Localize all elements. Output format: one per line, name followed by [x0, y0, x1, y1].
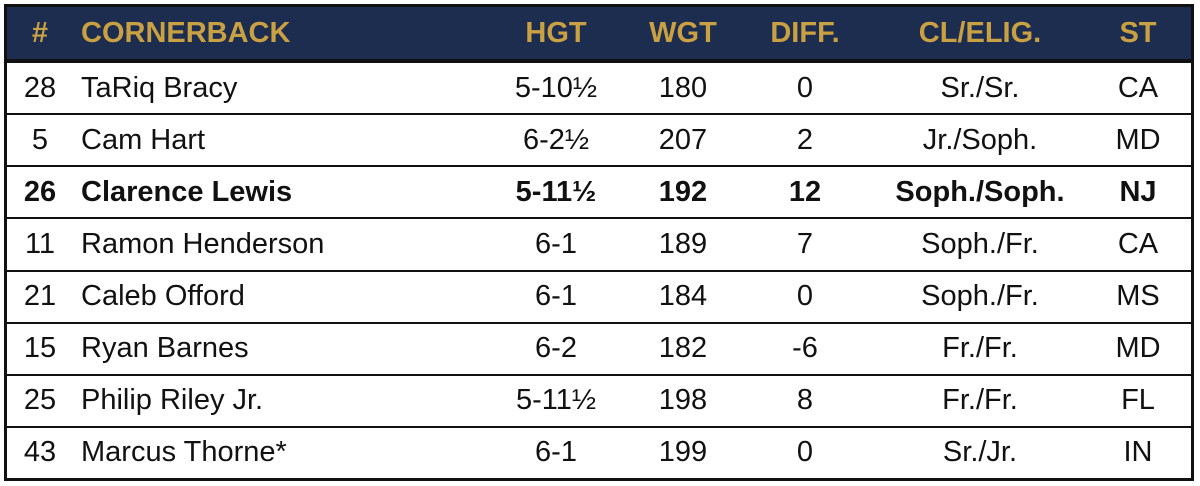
player-name: Ryan Barnes	[81, 332, 249, 365]
player-name: Cam Hart	[81, 123, 206, 156]
player-height: 6-2	[535, 332, 577, 365]
table-row: 25 Philip Riley Jr. 5-11½ 198 8 Fr./Fr. …	[7, 373, 1191, 426]
table-row: 5 Cam Hart 6-2½ 207 2 Jr./Soph. MD	[7, 113, 1191, 165]
player-state: MD	[1115, 332, 1161, 365]
player-name: Caleb Offord	[81, 280, 245, 313]
player-weight: 199	[658, 436, 708, 469]
player-number: 5	[31, 123, 49, 156]
player-number: 21	[23, 280, 57, 313]
player-state: NJ	[1119, 175, 1157, 208]
player-state: CA	[1117, 227, 1159, 260]
player-height: 6-2½	[522, 123, 590, 156]
header-position: CORNERBACK	[81, 16, 291, 49]
player-height: 6-1	[535, 280, 577, 313]
player-number: 28	[23, 71, 57, 104]
header-class-eligibility: CL/ELIG.	[918, 16, 1042, 49]
player-class-eligibility: Sr./Sr.	[940, 71, 1020, 104]
table-row: 21 Caleb Offord 6-1 184 0 Soph./Fr. MS	[7, 269, 1191, 322]
player-name: Marcus Thorne*	[81, 436, 287, 469]
player-number: 25	[23, 384, 57, 417]
player-number: 26	[23, 175, 57, 208]
player-height: 6-1	[535, 436, 577, 469]
player-difference: 7	[796, 227, 814, 260]
player-class-eligibility: Soph./Fr.	[921, 227, 1039, 260]
player-state: IN	[1123, 436, 1153, 469]
player-weight: 184	[658, 280, 708, 313]
player-class-eligibility: Soph./Fr.	[921, 280, 1039, 313]
player-class-eligibility: Sr./Jr.	[942, 436, 1018, 469]
player-state: MD	[1115, 123, 1161, 156]
player-class-eligibility: Fr./Fr.	[942, 332, 1018, 365]
table-row: 26 Clarence Lewis 5-11½ 192 12 Soph./Sop…	[7, 165, 1191, 217]
player-number: 11	[24, 227, 56, 260]
header-height: HGT	[525, 16, 587, 49]
table-row: 15 Ryan Barnes 6-2 182 -6 Fr./Fr. MD	[7, 321, 1191, 374]
player-weight: 189	[658, 227, 708, 260]
player-state: FL	[1121, 384, 1155, 417]
player-name: Clarence Lewis	[81, 175, 293, 208]
header-state: ST	[1119, 16, 1157, 49]
player-number: 43	[23, 436, 57, 469]
player-state: CA	[1117, 71, 1159, 104]
table-header-row: # CORNERBACK HGT WGT DIFF. CL/ELIG. ST	[7, 7, 1191, 61]
player-height: 5-11½	[515, 175, 597, 208]
player-difference: 2	[796, 123, 814, 156]
player-name: TaRiq Bracy	[81, 71, 238, 104]
player-height: 6-1	[535, 227, 577, 260]
player-class-eligibility: Soph./Soph.	[895, 175, 1065, 208]
player-height: 5-11½	[515, 384, 597, 417]
table-row: 11 Ramon Henderson 6-1 189 7 Soph./Fr. C…	[7, 217, 1191, 269]
table-row: 28 TaRiq Bracy 5-10½ 180 0 Sr./Sr. CA	[7, 61, 1191, 113]
player-weight: 180	[658, 71, 708, 104]
player-weight: 182	[658, 332, 708, 365]
player-difference: -6	[792, 332, 818, 365]
player-weight: 207	[658, 123, 708, 156]
player-weight: 198	[658, 384, 708, 417]
header-number: #	[31, 16, 49, 49]
player-state: MS	[1116, 280, 1160, 313]
player-name: Philip Riley Jr.	[81, 384, 264, 417]
player-weight: 192	[658, 175, 708, 208]
player-difference: 0	[796, 71, 814, 104]
player-difference: 12	[788, 175, 822, 208]
player-difference: 8	[796, 384, 814, 417]
table-row: 43 Marcus Thorne* 6-1 199 0 Sr./Jr. IN	[7, 425, 1191, 478]
player-name: Ramon Henderson	[81, 227, 325, 260]
player-number: 15	[23, 332, 57, 365]
player-class-eligibility: Jr./Soph.	[922, 123, 1038, 156]
player-class-eligibility: Fr./Fr.	[942, 384, 1018, 417]
player-difference: 0	[796, 280, 814, 313]
player-height: 5-10½	[514, 71, 598, 104]
header-weight: WGT	[649, 16, 717, 49]
roster-table: # CORNERBACK HGT WGT DIFF. CL/ELIG. ST 2…	[4, 4, 1194, 481]
header-difference: DIFF.	[770, 16, 840, 49]
player-difference: 0	[796, 436, 814, 469]
